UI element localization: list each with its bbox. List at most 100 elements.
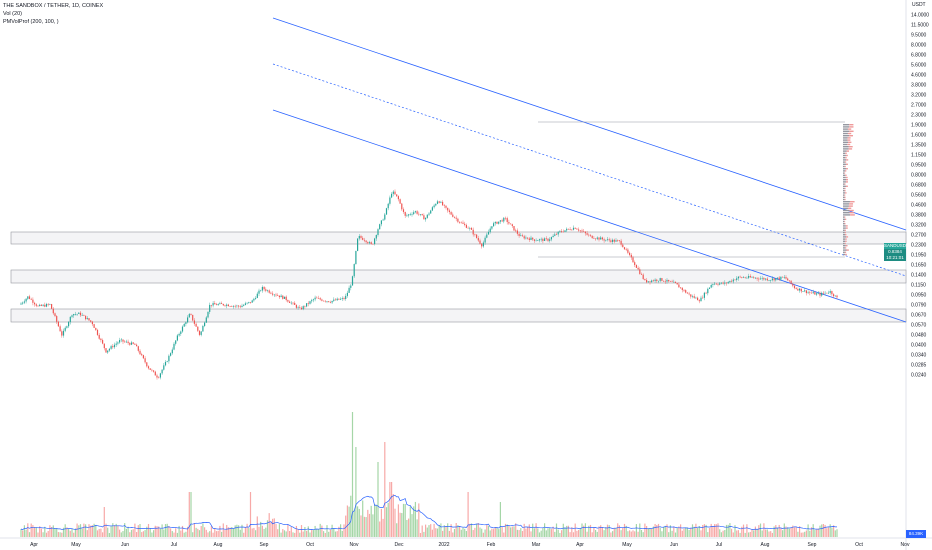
volume-bar [302,531,304,537]
candle-body [491,226,493,229]
candle-body [470,227,473,230]
candle-body [533,239,535,241]
volume-bar [787,527,789,537]
candle-body [299,307,301,308]
time-tick-label: Apr [576,542,584,548]
volume-bar [328,531,330,537]
volume-bar [175,528,177,537]
candle-body [753,277,755,278]
volume-bar [695,523,697,537]
volume-bar [669,525,671,537]
candle-body [448,210,450,213]
candle-body [90,320,92,322]
volume-bar [64,524,66,537]
volume-bar [387,502,389,537]
candle-body [96,329,99,335]
candle-body [37,305,39,307]
candle-body [674,281,677,283]
volume-bar [44,526,46,537]
volume-bar [440,523,442,537]
volume-profile-row [843,126,850,128]
volume-bar [445,526,447,537]
candle-body [316,297,318,299]
volume-bar [673,526,675,537]
candle-body [586,233,588,235]
volume-profile-row [843,251,845,253]
candle-body [771,278,773,281]
candle-body [246,302,248,304]
candle-body [282,295,284,299]
candle-body [151,369,153,371]
volume-profile-row [843,163,846,165]
volume-bar [273,518,275,537]
candle-body [591,235,593,239]
volume-bar [627,531,629,537]
volume-bar [173,532,175,537]
candle-body [164,361,167,366]
price-tick-label: 14.0000 [911,13,929,19]
volume-bar [362,500,364,537]
volume-bar [83,523,85,537]
volume-profile-row [847,137,851,139]
volume-bar [384,442,386,537]
candle-body [506,218,508,223]
volume-bar [396,523,398,537]
candle-body [615,240,617,242]
candle-body [725,282,728,284]
support-resistance-zone [10,269,907,284]
candle-body [382,219,384,221]
time-tick-label: 2022 [438,542,449,548]
volume-profile-indicator-label[interactable]: PMVolProf (200, 100, ) [3,19,59,25]
volume-bar [663,526,665,537]
candle-body [783,277,785,278]
candle-body [537,240,539,241]
volume-bar [732,532,734,537]
volume-bar [295,525,297,537]
candle-body [651,280,653,283]
volume-bar [57,532,59,537]
volume-bar [147,523,150,537]
candle-body [720,282,722,284]
candle-body [312,299,314,301]
volume-bar [530,531,532,537]
volume-bar [110,526,112,537]
volume-bar [724,530,726,537]
volume-bar [251,528,253,537]
candle-body [258,290,260,294]
volume-bar [476,523,478,537]
volume-bar [547,528,549,537]
volume-bar [413,506,415,537]
volume-bar [605,527,607,537]
volume-profile-row [844,220,846,223]
candle-body [280,295,282,298]
candle-body [476,234,478,239]
volume-bar [584,523,586,537]
volume-indicator-label[interactable]: Vol (20) [3,11,22,17]
candle-body [613,239,615,242]
volume-bar [520,528,522,537]
candle-body [431,207,433,211]
candle-body [307,303,309,304]
volume-profile-row [847,128,852,130]
volume-bar [783,523,785,537]
volume-profile-row [843,201,850,203]
volume-bar [668,532,670,537]
candle-body [221,303,223,304]
candle-body [49,304,51,305]
candle-body [710,284,712,288]
candle-body [627,249,629,253]
candle-body [334,299,337,301]
volume-bar [474,527,476,537]
volume-profile-row [843,154,846,157]
volume-bar [630,531,632,537]
candle-body [688,293,690,295]
volume-profile-row [843,212,850,214]
candle-body [396,194,398,197]
volume-bar [35,527,37,537]
candle-body [166,361,168,362]
candle-body [698,300,700,302]
candle-body [130,342,133,345]
candle-body [64,327,66,331]
volume-bar [503,532,505,537]
